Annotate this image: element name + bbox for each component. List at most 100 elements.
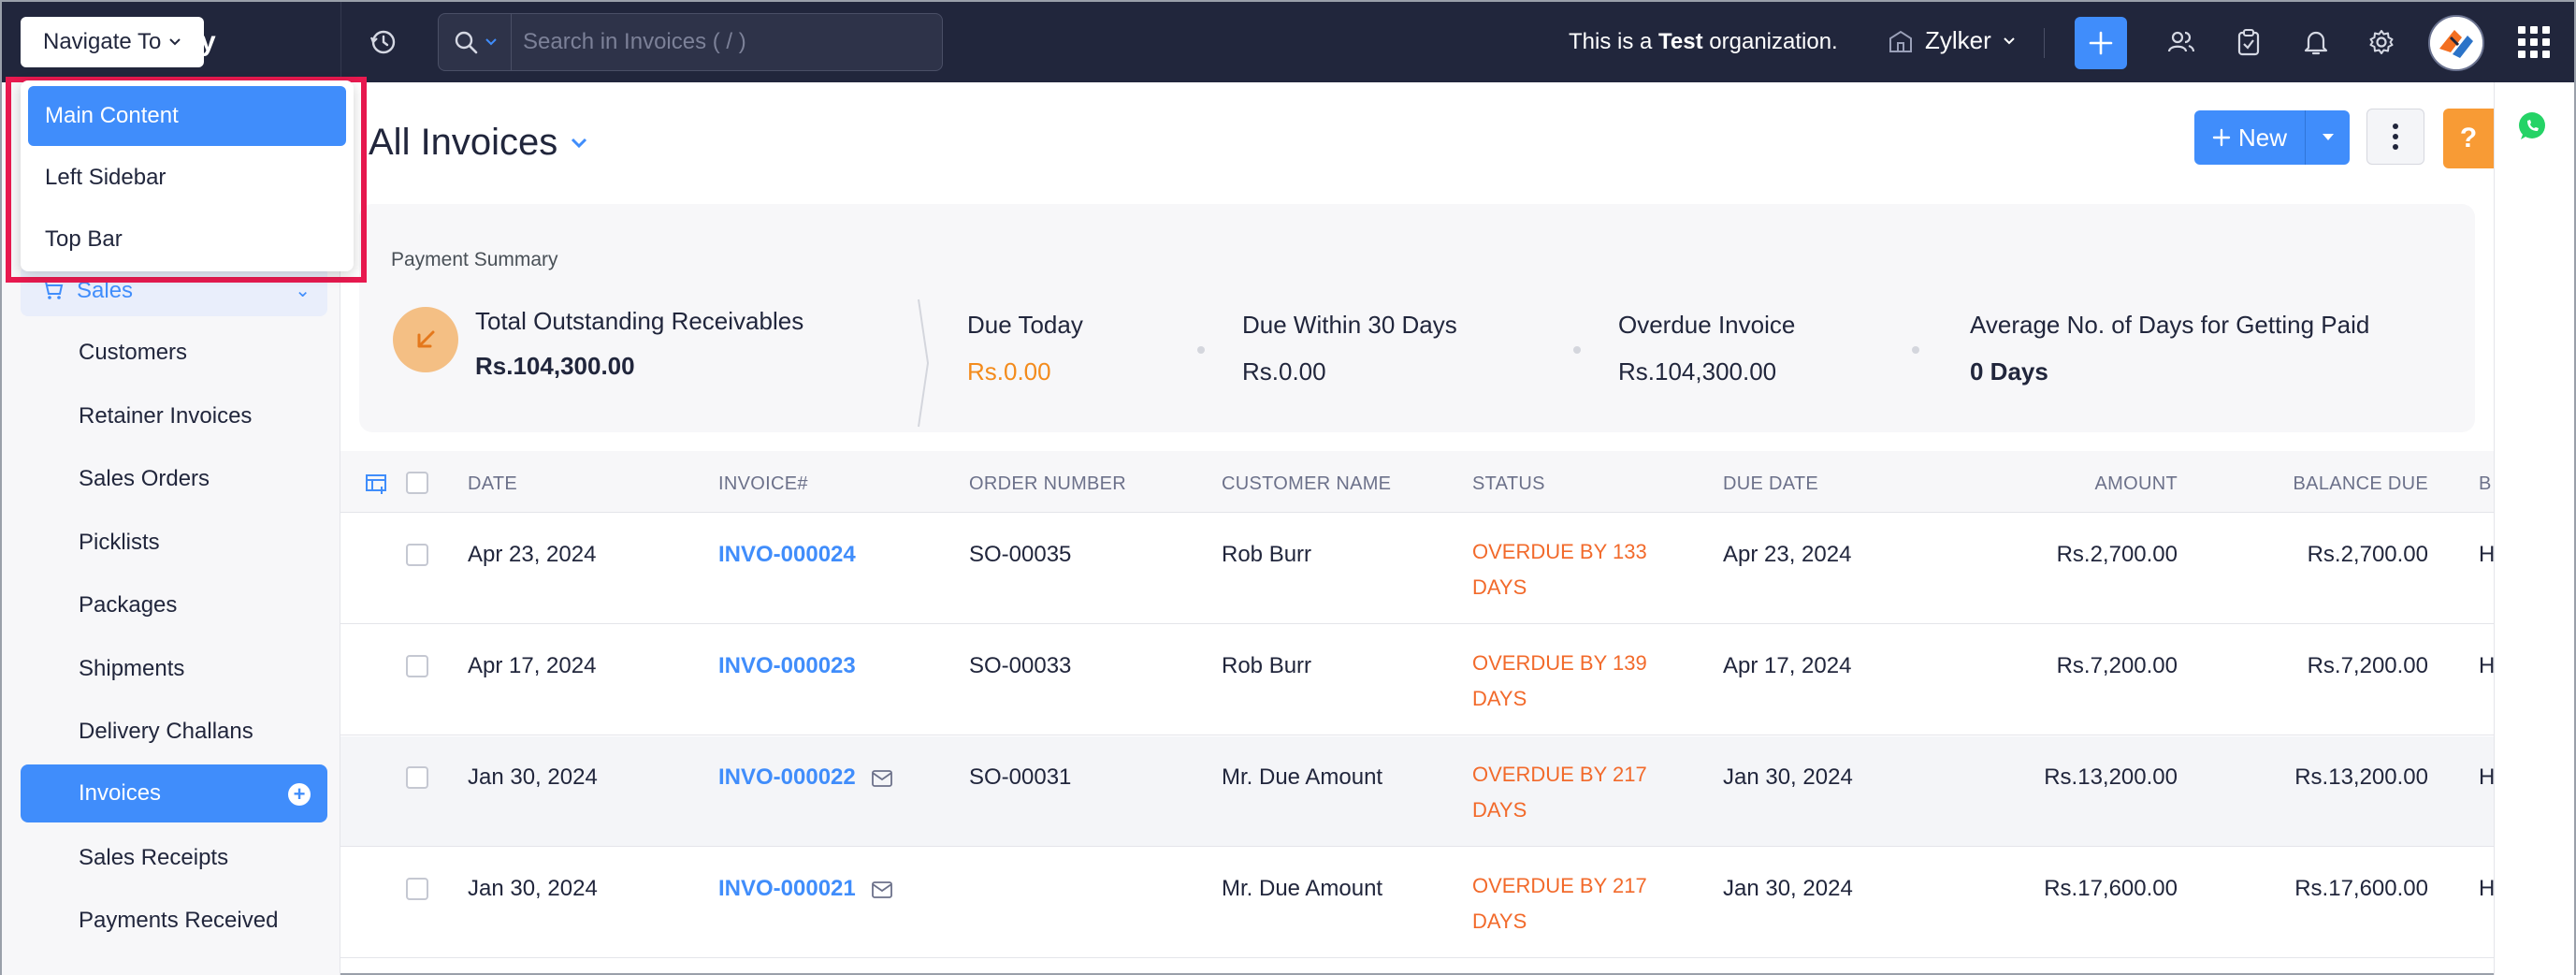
cell-invoice-link[interactable]: INVO-000021 [718,876,895,902]
sidebar-item-label: Invoices [79,780,162,806]
chevron-down-icon [2004,36,2015,44]
cell-invoice-link[interactable]: INVO-000022 [718,764,895,791]
sidebar-item-label: Sales Orders [79,466,210,491]
more-options-button[interactable] [2366,109,2424,165]
cell-customer-name: Mr. Due Amount [1222,764,1383,790]
sidebar-item-label: Packages [79,592,178,618]
chevron-down-icon [485,38,497,46]
cell-status: OVERDUE BY 217 DAYS [1472,868,1659,939]
nav-item-left-sidebar[interactable]: Left Sidebar [45,165,166,190]
cell-balance-due: Rs.13,200.00 [2294,764,2428,790]
sidebar-item-payments-received[interactable]: Payments Received [21,892,327,950]
column-header-balance-due[interactable]: BALANCE DUE [2293,473,2428,494]
cell-date: Jan 30, 2024 [468,876,598,901]
sidebar-item-label: Delivery Challans [79,719,253,744]
column-header-amount[interactable]: AMOUNT [2094,473,2178,494]
column-header-status[interactable]: STATUS [1472,473,1545,494]
sidebar-item-label: Shipments [79,656,185,681]
row-checkbox[interactable] [406,544,428,566]
cell-invoice-link[interactable]: INVO-000024 [718,542,856,567]
page-title[interactable]: All Invoices [369,122,587,164]
column-header-extra[interactable]: B [2479,473,2492,494]
nav-item-main-content[interactable]: Main Content [28,86,346,146]
users-icon[interactable] [2166,27,2196,57]
avg-days-value: 0 Days [1970,357,2048,386]
nav-item-top-bar[interactable]: Top Bar [45,226,123,252]
sidebar-item-invoices[interactable]: Invoices + [21,764,327,822]
sidebar-item-delivery-challans[interactable]: Delivery Challans [21,703,327,761]
table-row[interactable]: Jan 30, 2024 INVO-000022 SO-00031 Mr. Du… [340,736,2495,847]
due-30-days-label: Due Within 30 Days [1242,311,1457,339]
cell-amount: Rs.17,600.00 [2044,876,2178,901]
cell-status: OVERDUE BY 133 DAYS [1472,534,1659,605]
search-filter-toggle[interactable] [439,14,512,70]
select-all-checkbox[interactable] [406,472,428,494]
overdue-invoice-label: Overdue Invoice [1618,311,1796,339]
sidebar-item-label: Retainer Invoices [79,403,253,429]
new-invoice-button[interactable]: New [2194,110,2305,165]
cell-due-date: Jan 30, 2024 [1723,764,1853,790]
topbar-divider [340,2,341,82]
navigate-to-label: Navigate To [43,29,162,54]
tasks-icon[interactable] [2234,27,2264,57]
quick-create-button[interactable] [2075,17,2127,69]
cell-date: Jan 30, 2024 [468,764,598,790]
cell-balance-due: Rs.17,600.00 [2294,876,2428,901]
plus-icon [2089,31,2113,55]
cell-status: OVERDUE BY 139 DAYS [1472,646,1659,717]
org-switcher[interactable]: Zylker [1888,26,2016,55]
recent-history-icon[interactable] [369,27,398,57]
sidebar-item-sales[interactable]: Sales ⌄ [21,266,327,316]
sidebar-item-customers[interactable]: Customers [21,324,327,382]
search-box[interactable] [438,13,943,71]
search-input[interactable] [512,14,942,70]
row-checkbox[interactable] [406,878,428,900]
avg-days-label: Average No. of Days for Getting Paid [1970,311,2370,339]
column-header-invoice[interactable]: INVOICE# [718,473,808,494]
top-bar: y This is a Test organization. Zylker [2,2,2574,82]
row-checkbox[interactable] [406,655,428,677]
apps-grid-icon[interactable] [2518,26,2550,58]
sidebar-item-sales-receipts[interactable]: Sales Receipts [21,829,327,887]
cell-amount: Rs.2,700.00 [2056,542,2178,567]
status-line-1: OVERDUE BY 217 [1472,763,1647,786]
plus-icon [2212,128,2231,147]
cell-status: OVERDUE BY 217 DAYS [1472,757,1659,828]
table-row[interactable]: Jan 30, 2024 INVO-000021 Mr. Due Amount … [340,848,2496,958]
new-options-dropdown[interactable] [2305,110,2350,165]
cell-date: Apr 23, 2024 [468,542,597,567]
cell-customer-name: Mr. Due Amount [1222,876,1383,901]
column-settings-icon[interactable] [365,473,389,494]
cell-amount: Rs.7,200.00 [2056,653,2178,678]
table-row[interactable]: Apr 23, 2024 INVO-000024 SO-00035 Rob Bu… [340,514,2496,624]
bell-icon[interactable] [2301,27,2331,57]
add-invoice-icon[interactable]: + [288,783,311,806]
sidebar-item-sales-orders[interactable]: Sales Orders [21,450,327,508]
whatsapp-icon[interactable] [2516,110,2548,142]
sidebar-item-shipments[interactable]: Shipments [21,640,327,698]
avatar[interactable] [2428,15,2484,71]
column-header-order-number[interactable]: ORDER NUMBER [969,473,1127,494]
sidebar-item-retainer-invoices[interactable]: Retainer Invoices [21,387,327,445]
sidebar-item-label: Payments Received [79,908,279,933]
status-line-2: DAYS [1472,798,1527,822]
sidebar-item-picklists[interactable]: Picklists [21,514,327,572]
sidebar-item-label: Customers [79,340,188,365]
sidebar-item-packages[interactable]: Packages [21,576,327,634]
column-header-customer-name[interactable]: CUSTOMER NAME [1222,473,1392,494]
cell-extra: H [2479,876,2496,901]
page-title-text: All Invoices [369,122,558,163]
column-header-date[interactable]: DATE [468,473,518,494]
table-row[interactable]: Apr 17, 2024 INVO-000023 SO-00033 Rob Bu… [340,625,2495,735]
row-checkbox[interactable] [406,766,428,789]
new-button-label: New [2237,123,2287,152]
cell-extra: H [2479,542,2496,567]
cell-invoice-link[interactable]: INVO-000023 [718,653,856,678]
navigate-to-button[interactable]: Navigate To [21,17,204,67]
gear-icon[interactable] [2366,27,2396,57]
chevron-down-icon [572,138,587,148]
help-button[interactable]: ? [2443,109,2494,168]
column-header-due-date[interactable]: DUE DATE [1723,473,1819,494]
org-notice: This is a Test organization. [1569,29,1838,55]
caret-down-icon [2322,134,2334,140]
